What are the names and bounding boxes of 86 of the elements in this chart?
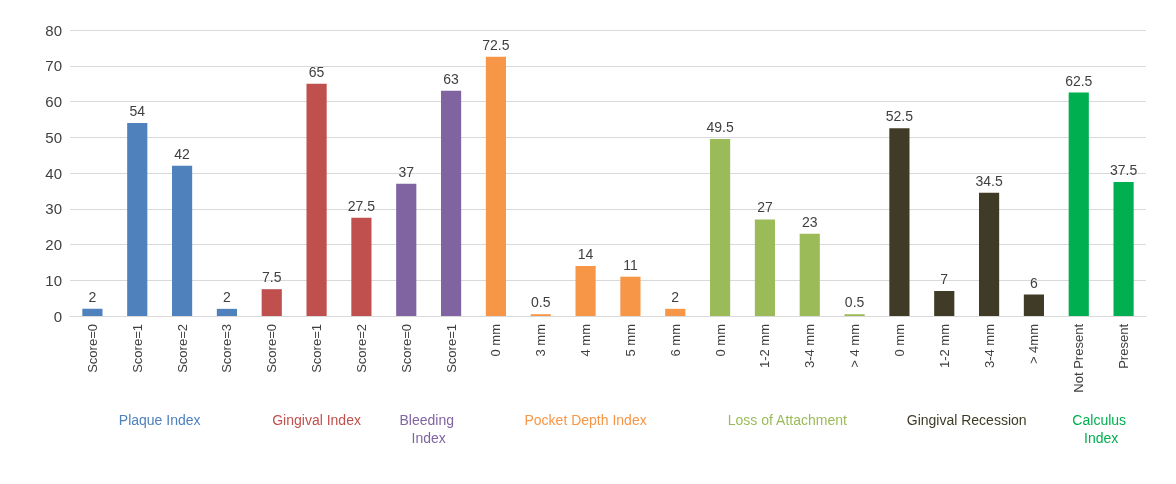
data-label: 27 <box>757 199 773 216</box>
x-tick-label: 3-4 mm <box>981 324 997 369</box>
x-tick-label: > 4mm <box>1026 324 1042 365</box>
text: Gingival Recession <box>906 412 1027 428</box>
y-tick-label: 40 <box>45 164 62 182</box>
data-label: 0.5 <box>531 294 551 311</box>
bar <box>889 128 910 316</box>
x-tick-label: Score=0 <box>398 324 414 373</box>
data-label: 23 <box>801 213 818 230</box>
bar <box>485 56 506 316</box>
bar <box>979 192 1000 316</box>
x-tick-label: Score=2 <box>353 324 369 373</box>
data-label: 62.5 <box>1065 72 1093 89</box>
bar <box>306 83 327 316</box>
data-label: 63 <box>443 70 460 87</box>
data-label: 37 <box>398 163 415 180</box>
data-label: 52.5 <box>885 108 914 125</box>
y-tick-label: 0 <box>53 307 62 325</box>
data-label: 49.5 <box>706 119 734 136</box>
x-tick-label: Not Present <box>1071 323 1087 393</box>
bar <box>351 217 372 316</box>
x-tick-label: 3-4 mm <box>802 324 818 369</box>
y-tick-label: 80 <box>45 21 62 39</box>
data-label: 27.5 <box>347 197 376 214</box>
data-label: 54 <box>129 102 146 119</box>
text: Loss of Attachment <box>727 412 847 428</box>
x-tick-label: 0 mm <box>712 324 728 357</box>
bar <box>261 289 282 316</box>
x-tick-label: 1-2 mm <box>936 324 952 369</box>
bar <box>799 233 820 316</box>
bar <box>1023 294 1044 316</box>
text: Pocket Depth Index <box>524 412 647 428</box>
text: Calculus Index <box>1072 412 1130 446</box>
data-label: 0.5 <box>844 294 865 311</box>
bar <box>665 308 686 316</box>
x-tick-label: Score=1 <box>129 324 145 373</box>
y-tick-label: 30 <box>45 200 62 218</box>
data-label: 2 <box>223 288 232 305</box>
x-tick-label: 1-2 mm <box>757 324 773 369</box>
text: Bleeding Index <box>399 412 458 446</box>
bar <box>754 219 775 316</box>
x-tick-label: 0 mm <box>891 324 907 357</box>
bar <box>1068 92 1089 316</box>
x-tick-label: Score=1 <box>443 324 459 373</box>
data-label: 7.5 <box>262 269 282 286</box>
x-tick-label: > 4 mm <box>847 324 863 368</box>
data-label: 11 <box>623 256 638 273</box>
y-tick-label: 50 <box>45 128 62 146</box>
x-tick-label: Score=1 <box>309 324 325 373</box>
data-label: 2 <box>671 288 680 305</box>
bar <box>82 308 103 316</box>
data-label: 6 <box>1030 274 1039 291</box>
x-tick-label: Present <box>1116 323 1132 369</box>
bar <box>1113 181 1134 316</box>
text: Gingival Index <box>272 412 361 428</box>
bar <box>934 290 955 316</box>
bar <box>620 276 641 316</box>
text: Plaque Index <box>118 412 201 428</box>
x-tick-label: Score=0 <box>84 324 100 373</box>
data-label: 42 <box>174 145 191 162</box>
x-tick-label: 6 mm <box>667 324 683 357</box>
data-label: 72.5 <box>482 36 510 53</box>
x-tick-label: Score=3 <box>219 324 235 373</box>
x-tick-label: Score=0 <box>264 324 280 373</box>
x-tick-label: 3 mm <box>533 324 549 357</box>
x-tick-label: 0 mm <box>488 324 504 357</box>
bar <box>575 265 596 316</box>
data-label: 2 <box>88 288 97 305</box>
data-label: 34.5 <box>975 172 1003 189</box>
bar <box>396 183 417 316</box>
bar <box>172 165 193 316</box>
bar <box>441 90 462 316</box>
data-label: 7 <box>940 270 949 287</box>
y-tick-label: 10 <box>45 271 62 289</box>
x-tick-label: Score=2 <box>174 324 190 373</box>
data-label: 65 <box>308 63 325 80</box>
y-tick-label: 70 <box>45 57 62 75</box>
data-label: 37.5 <box>1109 161 1138 178</box>
bar <box>216 308 237 316</box>
x-tick-label: 4 mm <box>578 324 594 357</box>
y-tick-label: 20 <box>45 236 62 253</box>
bar <box>127 122 148 316</box>
x-tick-label: 5 mm <box>622 324 638 357</box>
bar <box>710 139 731 316</box>
y-tick-label: 60 <box>45 93 62 110</box>
data-label: 14 <box>577 245 594 262</box>
